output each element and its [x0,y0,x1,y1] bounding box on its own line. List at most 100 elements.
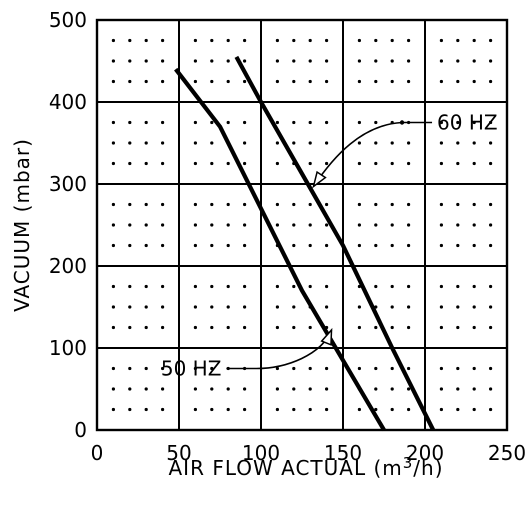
grid-dot [226,120,230,125]
grid-dot [456,243,460,248]
grid-dot [292,223,296,227]
grid-dot [210,79,214,84]
x-axis-title-tail: /h) [413,456,443,480]
grid-dot [243,387,247,391]
grid-dot [357,79,361,84]
grid-dot [243,79,247,84]
grid-dot [226,387,230,391]
grid-dot [161,202,165,207]
grid-dot [407,59,411,63]
grid-dot [292,202,296,207]
x-tick-label-1: 50 [166,441,191,465]
grid-dot [390,366,394,371]
grid-dot [439,59,443,63]
grid-dot [226,79,230,84]
grid-dot [374,223,378,227]
grid-dot [128,161,132,166]
grid-dot [439,366,443,371]
grid-dot [308,223,312,227]
grid-dot [111,284,115,289]
grid-dot [308,243,312,248]
grid-dot [390,407,394,412]
callout-leader-50hz [226,329,333,370]
grid-dot [472,79,476,84]
grid-dot [456,38,460,43]
grid-dot [325,305,329,309]
grid-dot [111,243,115,248]
grid-dot [111,366,115,371]
grid-dot [390,38,394,43]
grid-dot [308,161,312,166]
grid-dot [226,202,230,207]
grid-dot [308,202,312,207]
grid-dot [489,79,493,84]
grid-dot [407,202,411,207]
grid-dot [144,202,148,207]
grid-dot [193,141,197,145]
grid-dot [489,243,493,248]
grid-dot [308,120,312,125]
grid-dot [243,59,247,63]
grid-dot [374,366,378,371]
grid-dot [357,366,361,371]
grid-dot [161,407,165,412]
grid-dot [292,141,296,145]
grid-dot [193,223,197,227]
grid-dot [161,305,165,309]
grid-dot [308,407,312,412]
grid-dot [325,120,329,125]
grid-dot [144,407,148,412]
grid-dot [292,38,296,43]
grid-dot [128,59,132,63]
grid-dot [357,120,361,125]
grid-dot [275,120,279,125]
grid-dot [390,387,394,391]
grid-dot [472,223,476,227]
grid-dot [489,387,493,391]
series-label-50hz: 50 HZ [161,357,222,381]
grid-dot [226,223,230,227]
grid-dot [489,223,493,227]
grid-dot [489,38,493,43]
grid-dot [292,366,296,371]
grid-dot [210,38,214,43]
grid-dot [161,366,165,371]
grid-dot [144,38,148,43]
callout-arrowhead-50hz [320,327,333,346]
grid-dot [489,325,493,330]
grid-dot [357,407,361,412]
y-tick-label-3: 300 [49,172,87,196]
grid-dot [111,161,115,166]
y-tick-label-0: 0 [74,418,87,442]
grid-dot [374,243,378,248]
grid-dot [407,325,411,330]
grid-dot [407,366,411,371]
grid-dot [374,202,378,207]
grid-dot [226,59,230,63]
grid-dot [374,407,378,412]
grid-dot [374,284,378,289]
grid-dot [456,325,460,330]
grid-dot [128,223,132,227]
grid-dot [407,407,411,412]
grid-dot [472,243,476,248]
grid-dot [456,284,460,289]
grid-dot [357,141,361,145]
grid-dot [275,202,279,207]
grid-dots-layer [111,38,493,412]
grid-dot [308,284,312,289]
grid-dot [489,202,493,207]
grid-dot [193,407,197,412]
grid-dot [161,59,165,63]
grid-dot [325,161,329,166]
grid-dot [144,161,148,166]
grid-dot [128,79,132,84]
grid-dot [210,325,214,330]
grid-dot [161,79,165,84]
grid-dot [308,366,312,371]
grid-dot [489,407,493,412]
grid-dot [210,387,214,391]
grid-dot [128,407,132,412]
grid-dot [193,79,197,84]
